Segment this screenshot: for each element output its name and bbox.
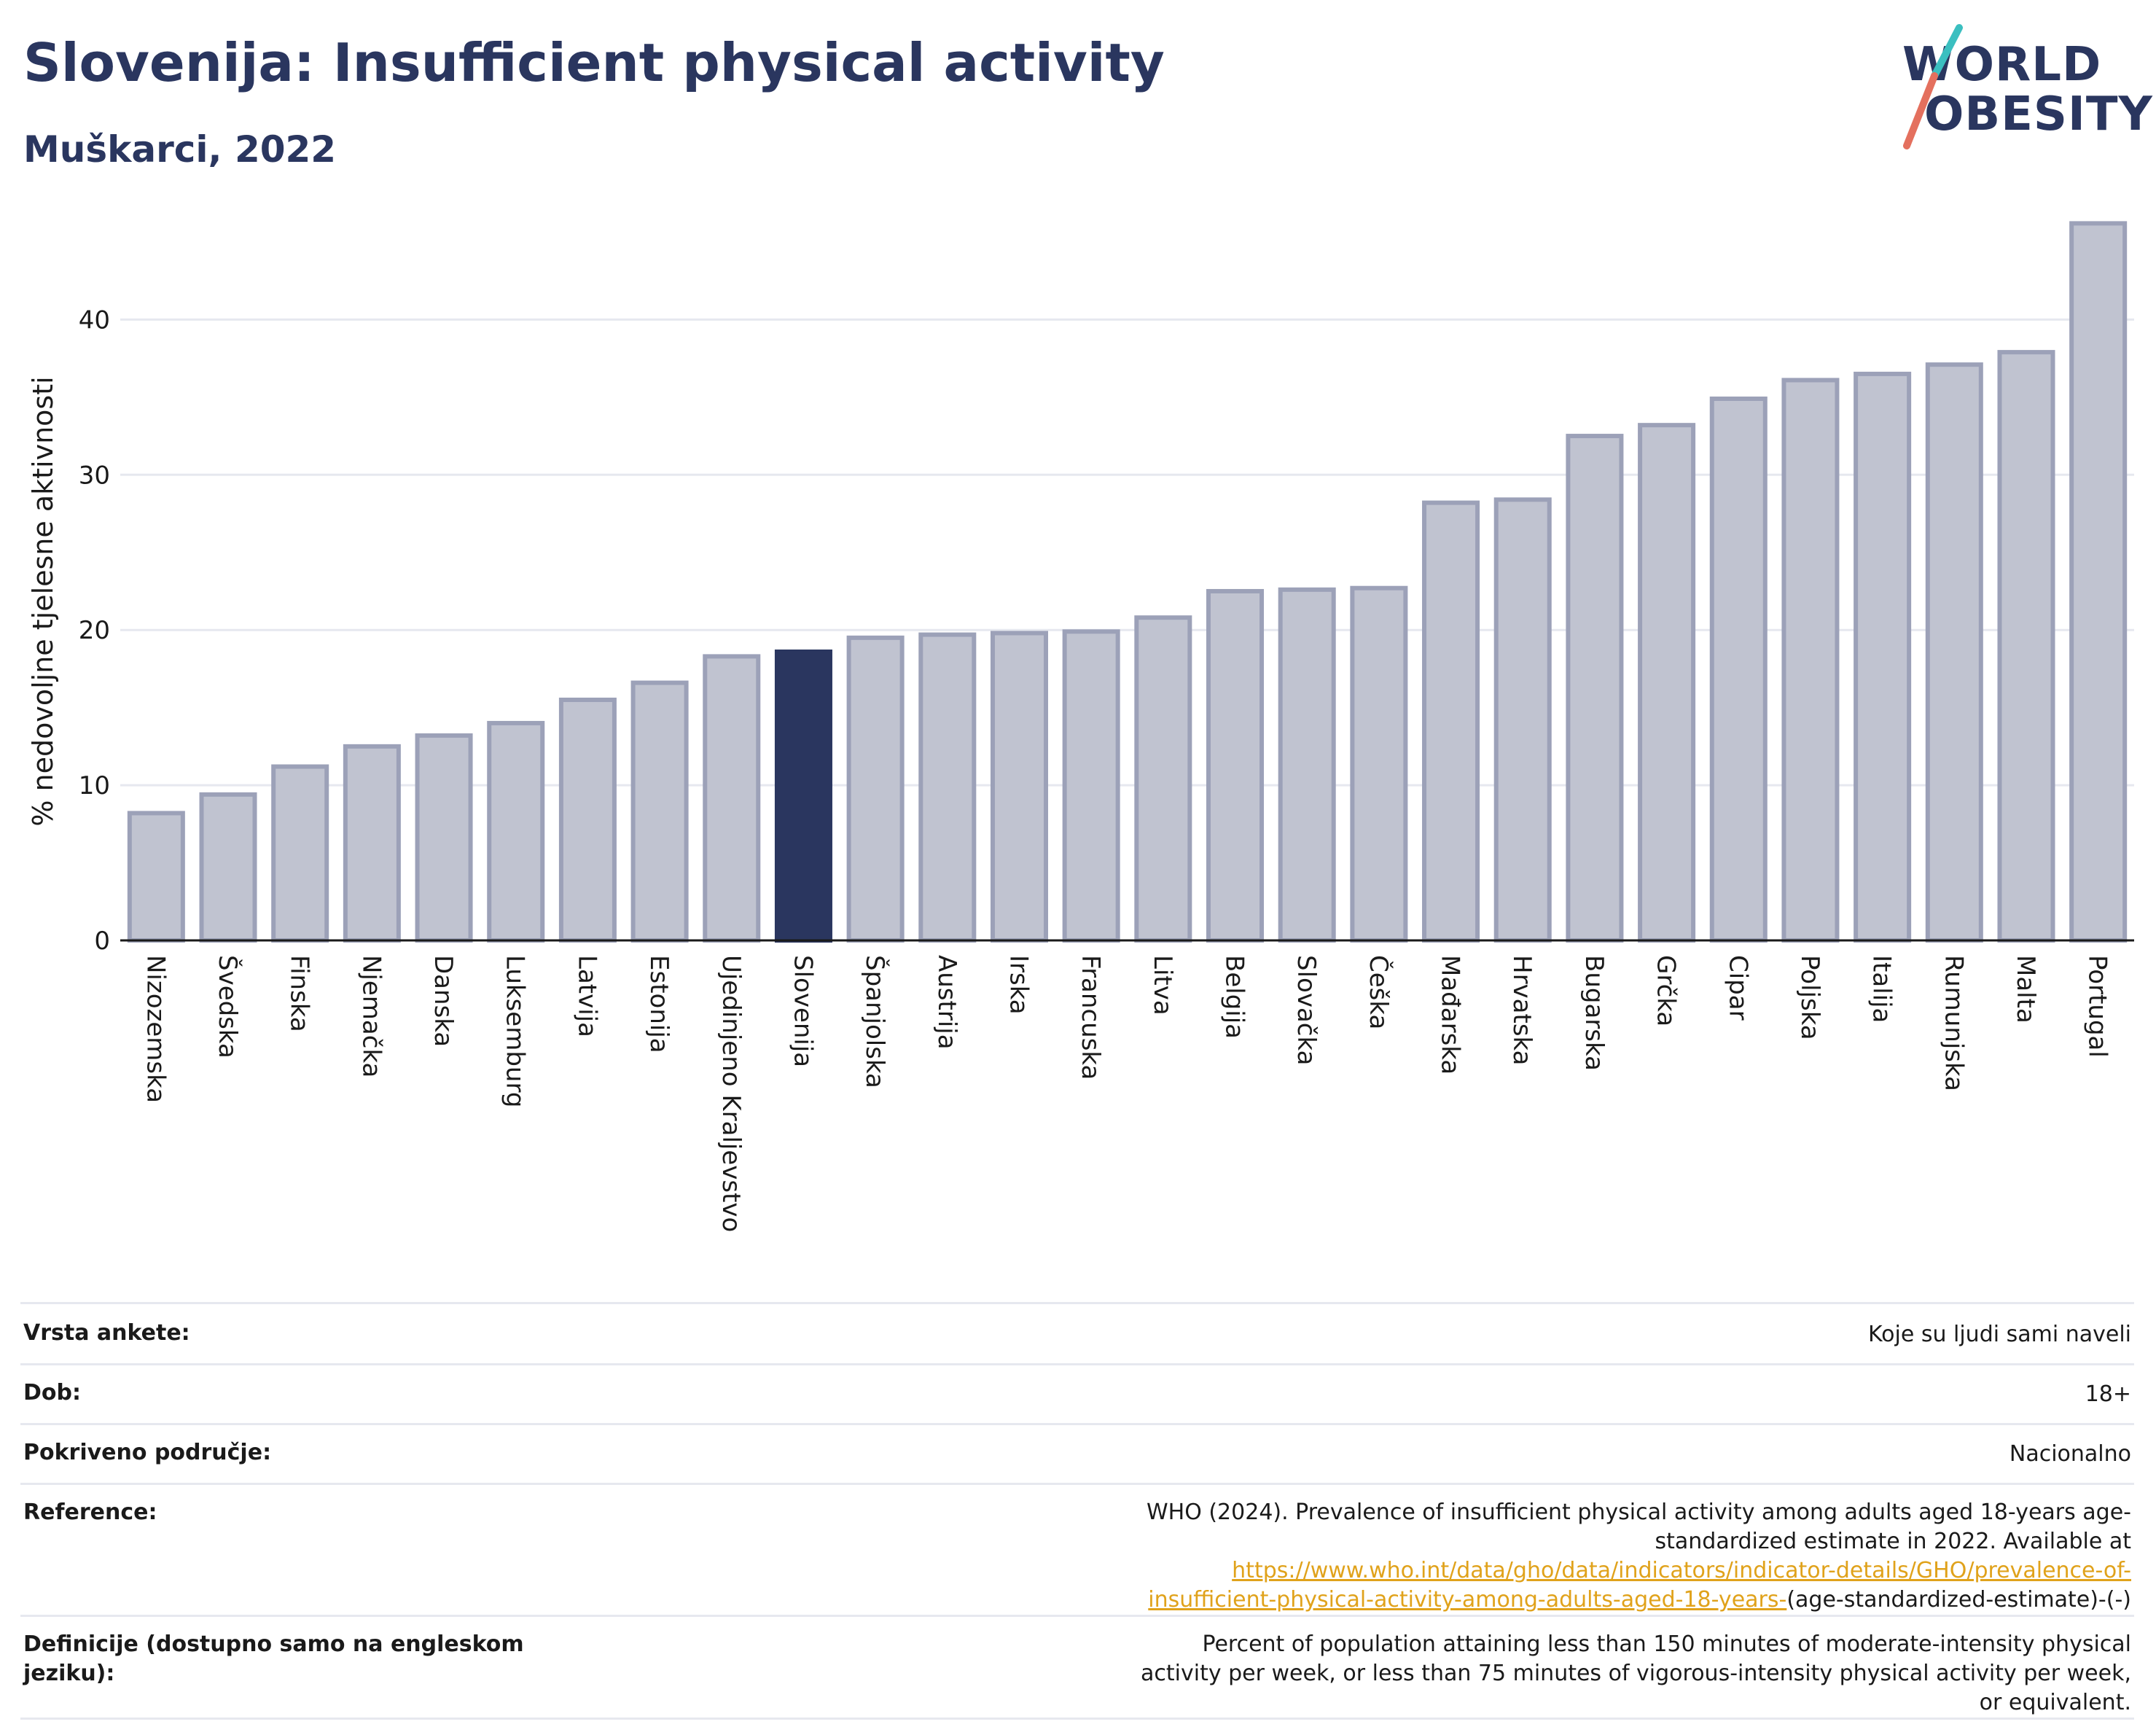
bar <box>1997 350 2055 943</box>
bar <box>415 733 473 943</box>
x-tick-label: Belgija <box>1220 955 1249 1039</box>
bar <box>918 632 977 943</box>
x-tick-label: Italija <box>1867 955 1897 1023</box>
info-row-age: Dob: 18+ <box>20 1363 2134 1424</box>
x-tick-label: Slovenija <box>788 955 817 1067</box>
y-tick-label: 10 <box>79 771 110 800</box>
bar <box>1566 434 1624 943</box>
x-tick-label: Luksemburg <box>501 955 530 1107</box>
bar <box>990 631 1048 943</box>
x-tick-label: Nizozemska <box>141 955 170 1103</box>
bar <box>774 650 832 943</box>
page-title: Slovenija: Insufficient physical activit… <box>23 32 1165 93</box>
x-tick-label: Švedska <box>213 955 243 1058</box>
page-subtitle: Muškarci, 2022 <box>23 128 337 171</box>
bar <box>1493 497 1552 943</box>
x-tick-label: Litva <box>1148 955 1177 1015</box>
bar <box>558 698 617 943</box>
x-tick-label: Bugarska <box>1579 955 1609 1071</box>
bar <box>1781 378 1840 943</box>
y-tick-label: 30 <box>79 461 110 490</box>
x-tick-label: Hrvatska <box>1507 955 1536 1065</box>
logo-slash-icon <box>1903 24 1963 149</box>
info-label: Definicije (dostupno samo na engleskom j… <box>20 1615 551 1720</box>
x-tick-label: Latvija <box>572 955 601 1037</box>
x-tick-label: Ujedinjeno Kraljevstvo <box>716 955 746 1232</box>
bar <box>199 792 257 943</box>
x-tick-label: Finska <box>285 955 314 1032</box>
bar <box>1854 371 1912 943</box>
bar-chart: 0 10 20 30 40 % nedovoljne tjelesne aktivnost… <box>27 221 2134 1232</box>
info-label: Vrsta ankete: <box>20 1302 551 1365</box>
x-tick-label: Portugal <box>2083 955 2112 1058</box>
info-row-coverage: Pokriveno područje: Nacionalno <box>20 1423 2134 1484</box>
bar <box>630 680 689 943</box>
y-tick-label: 20 <box>79 616 110 645</box>
x-tick-label: Danska <box>429 955 458 1047</box>
info-label: Pokriveno područje: <box>20 1423 551 1484</box>
x-tick-label: Cipar <box>1723 955 1752 1021</box>
bar <box>703 654 761 943</box>
bar <box>1278 587 1336 943</box>
info-row-definition: Definicije (dostupno samo na engleskom j… <box>20 1615 2134 1720</box>
info-value: Nacionalno <box>551 1423 2134 1484</box>
x-tick-label: Francuska <box>1076 955 1105 1080</box>
x-tick-label: Austrija <box>932 955 961 1050</box>
y-tick-label: 40 <box>79 305 110 335</box>
x-tick-label: Mađarska <box>1436 955 1465 1075</box>
bar <box>127 811 185 943</box>
reference-link[interactable]: https://www.who.int/data/gho/data/indica… <box>1148 1558 2131 1613</box>
info-value: Koje su ljudi sami naveli <box>551 1302 2134 1365</box>
x-tick-label: Estonija <box>644 955 673 1053</box>
x-tick-label: Španjolska <box>860 955 890 1088</box>
bar <box>1206 588 1265 943</box>
x-tick-label: Poljska <box>1795 955 1824 1040</box>
world-obesity-logo: WORLD OBESITY <box>1902 22 2152 153</box>
y-axis-label: % nedovoljne tjelesne aktivnosti <box>27 376 59 826</box>
x-tick-label: Rumunjska <box>1939 955 1968 1091</box>
bar <box>1062 629 1120 943</box>
bar <box>1638 423 1696 943</box>
reference-text: WHO (2024). Prevalence of insufficient p… <box>1146 1500 2131 1554</box>
x-tick-label: Grčka <box>1652 955 1681 1026</box>
info-value: Percent of population attaining less tha… <box>551 1615 2134 1720</box>
bar <box>271 764 329 943</box>
bar <box>343 744 401 943</box>
y-tick-label: 0 <box>94 927 110 956</box>
info-value: WHO (2024). Prevalence of insufficient p… <box>551 1483 2134 1616</box>
x-tick-label: Malta <box>2011 955 2040 1024</box>
bar <box>2069 221 2128 943</box>
bar <box>1134 615 1192 943</box>
info-value: 18+ <box>551 1363 2134 1424</box>
bar <box>1422 500 1480 943</box>
bar <box>846 635 905 943</box>
info-table: Vrsta ankete: Koje su ljudi sami naveli … <box>20 1302 2134 1720</box>
x-tick-label: Njemačka <box>356 955 386 1077</box>
x-tick-label: Irska <box>1004 955 1033 1015</box>
bar <box>487 720 545 943</box>
info-row-reference: Reference: WHO (2024). Prevalence of ins… <box>20 1483 2134 1616</box>
bar <box>1709 396 1768 943</box>
x-tick-label: Slovačka <box>1292 955 1321 1065</box>
bar <box>1925 362 1983 943</box>
x-tick-label: Češka <box>1364 955 1394 1029</box>
reference-suffix: (age-standardized-estimate)-(-) <box>1786 1587 2131 1613</box>
info-label: Dob: <box>20 1363 551 1424</box>
info-row-survey: Vrsta ankete: Koje su ljudi sami naveli <box>20 1302 2134 1365</box>
info-label: Reference: <box>20 1483 551 1616</box>
bar <box>1350 585 1408 943</box>
